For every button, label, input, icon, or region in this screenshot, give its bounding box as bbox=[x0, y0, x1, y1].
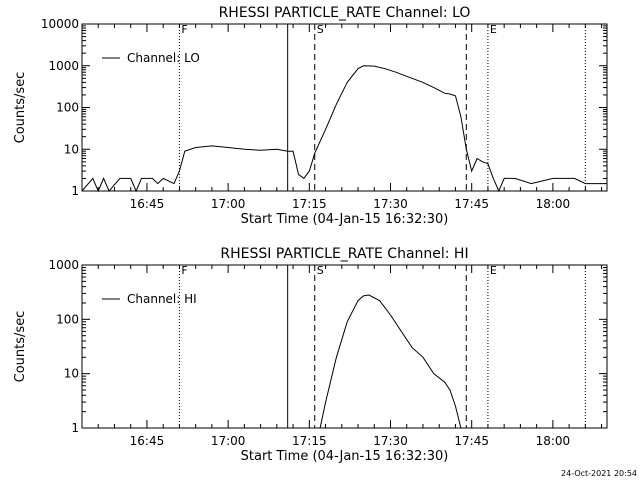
x-axis-label: Start Time (04-Jan-15 16:32:30) bbox=[241, 449, 449, 464]
series-line-2 bbox=[319, 294, 462, 429]
x-tick-label: 17:00 bbox=[211, 197, 246, 211]
footer-timestamp: 24-Oct-2021 20:54 bbox=[561, 469, 637, 478]
x-tick-label: 18:00 bbox=[536, 197, 571, 211]
x-axis-label: Start Time (04-Jan-15 16:32:30) bbox=[241, 212, 449, 227]
x-tick-label: 18:00 bbox=[536, 434, 571, 448]
x-tick-label: 17:45 bbox=[454, 434, 489, 448]
chart-panel-1: RHESSI PARTICLE_RATE Channel: LO Start Ti… bbox=[13, 5, 608, 227]
x-tick-label: 16:45 bbox=[130, 197, 165, 211]
y-tick-label: 100 bbox=[56, 312, 79, 326]
y-tick-label: 10 bbox=[64, 142, 79, 156]
chart-panel-2: RHESSI PARTICLE_RATE Channel: HI Start Ti… bbox=[13, 246, 608, 464]
legend-entry: Channel: LO bbox=[127, 51, 200, 65]
event-marker-label: S bbox=[317, 23, 324, 36]
event-marker-label: F bbox=[181, 264, 187, 277]
event-marker-label: E bbox=[490, 264, 497, 277]
legend-entry: Channel: HI bbox=[127, 292, 197, 306]
x-tick-label: 17:00 bbox=[211, 434, 246, 448]
y-axis-label: Counts/sec bbox=[13, 72, 28, 144]
y-tick-label: 1 bbox=[71, 184, 79, 198]
y-tick-label: 10000 bbox=[41, 17, 79, 31]
y-tick-label: 100 bbox=[56, 101, 79, 115]
x-tick-label: 17:45 bbox=[454, 197, 489, 211]
x-tick-label: 17:30 bbox=[373, 197, 408, 211]
y-tick-label: 10 bbox=[64, 367, 79, 381]
y-tick-label: 1000 bbox=[48, 258, 79, 272]
y-tick-label: 1000 bbox=[48, 59, 79, 73]
x-tick-label: 17:30 bbox=[373, 434, 408, 448]
series-line-1 bbox=[81, 65, 607, 193]
y-tick-label: 1 bbox=[71, 421, 79, 435]
x-tick-label: 16:45 bbox=[130, 434, 165, 448]
event-marker-label: F bbox=[181, 23, 187, 36]
event-marker-label: S bbox=[317, 264, 324, 277]
chart-title: RHESSI PARTICLE_RATE Channel: HI bbox=[220, 246, 468, 262]
y-axis-label: Counts/sec bbox=[13, 311, 28, 383]
event-marker-label: E bbox=[490, 23, 497, 36]
plot-frame bbox=[81, 23, 608, 192]
x-tick-label: 17:15 bbox=[292, 197, 327, 211]
x-tick-label: 17:15 bbox=[292, 434, 327, 448]
chart-title: RHESSI PARTICLE_RATE Channel: LO bbox=[219, 5, 471, 21]
plot-frame bbox=[81, 264, 608, 429]
